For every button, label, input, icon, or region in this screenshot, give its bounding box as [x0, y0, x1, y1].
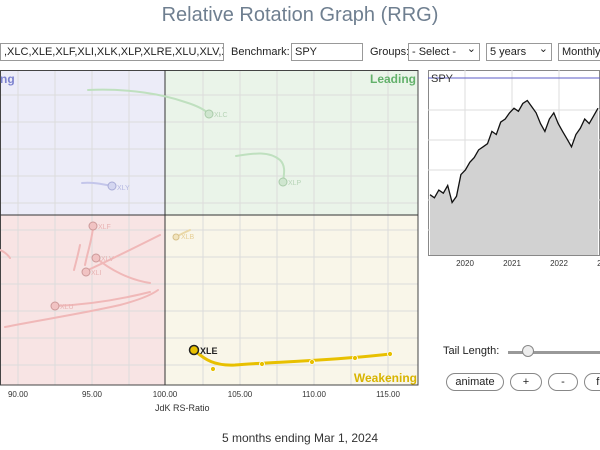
faded-tails: [0, 88, 288, 328]
spy-x-tick: 2023: [597, 259, 600, 268]
toolbar: ,XLC,XLE,XLF,XLI,XLK,XLP,XLRE,XLU,XLV,XL…: [0, 43, 600, 63]
weakening-label: Weakening: [354, 371, 417, 385]
label-xlc: XLC: [214, 112, 228, 119]
improving-label: ng: [0, 72, 15, 86]
x-tick: 100.00: [153, 390, 178, 399]
lagging-quadrant: [0, 215, 165, 385]
improving-quadrant: [0, 70, 165, 215]
tail-xlre: [0, 249, 11, 259]
tail-xle-points: [210, 351, 393, 372]
tail-xlu: [54, 291, 151, 307]
label-xlu: XLU: [60, 304, 74, 311]
leading-quadrant: [165, 70, 418, 215]
head-xli: [81, 267, 91, 277]
label-xlp: XLP: [288, 180, 302, 187]
rrg-chart: XLC XLY XLF XLP XLI XLV XLU XLB XLE Lead…: [0, 70, 419, 399]
head-xlf: [88, 221, 98, 231]
x-tick: 115.00: [376, 390, 400, 399]
head-xlv: [91, 253, 101, 263]
x-tick: 105.00: [228, 390, 253, 399]
animate-button[interactable]: animate: [446, 373, 504, 391]
spy-price-chart: SPY 2020 2021 2022 2023: [428, 70, 600, 268]
tail-xlp: [235, 152, 286, 183]
spy-x-tick: 2022: [550, 259, 568, 268]
plus-button[interactable]: +: [510, 373, 542, 391]
head-xlp: [278, 177, 288, 187]
symbols-input[interactable]: ,XLC,XLE,XLF,XLI,XLK,XLP,XLRE,XLU,XLV,XL: [0, 43, 224, 61]
tail-xlc: [87, 88, 210, 115]
head-xly: [107, 181, 117, 191]
tail-xlk: [4, 289, 159, 328]
spy-x-tick: 2021: [503, 259, 521, 268]
period-footer: 5 months ending Mar 1, 2024: [221, 431, 379, 445]
head-xlb: [172, 233, 180, 241]
x-axis-label: JdK RS-Ratio: [155, 403, 210, 413]
plot-border: [0, 70, 419, 386]
label-xli: XLI: [91, 270, 102, 277]
label-xly: XLY: [117, 185, 130, 192]
tail-length-label: Tail Length:: [443, 345, 500, 357]
spy-price-area: [430, 100, 598, 255]
x-tick: 95.00: [82, 390, 103, 399]
frequency-select[interactable]: Monthly: [558, 43, 600, 61]
head-xle[interactable]: [188, 344, 200, 356]
spy-price-line: [429, 99, 599, 205]
tail-xli: [73, 234, 161, 271]
period-select[interactable]: 5 years: [486, 43, 552, 61]
label-xle: XLE: [200, 346, 218, 356]
benchmark-input[interactable]: SPY: [291, 43, 363, 61]
leading-label: Leading: [370, 72, 416, 86]
tail-xle: [192, 348, 392, 367]
groups-select[interactable]: - Select -: [408, 43, 480, 61]
head-xlc: [204, 109, 214, 119]
label-xlb: XLB: [181, 234, 195, 241]
tail-length-handle[interactable]: [522, 345, 534, 357]
page-title: Relative Rotation Graph (RRG): [161, 4, 439, 26]
label-xlv: XLV: [101, 256, 114, 263]
benchmark-label: Benchmark:: [231, 46, 290, 58]
tail-length-slider[interactable]: [508, 351, 600, 354]
groups-label: Groups:: [370, 46, 410, 58]
x-tick-labels: 90.00 95.00 100.00 105.00 110.00 115.00: [8, 390, 401, 399]
spy-x-ticks: 2020 2021 2022 2023: [456, 259, 600, 268]
minus-button[interactable]: -: [548, 373, 578, 391]
grid-lines: [0, 70, 418, 385]
label-xlf: XLF: [98, 224, 111, 231]
faded-labels: XLC XLY XLF XLP XLI XLV XLU XLB: [60, 112, 302, 311]
spy-x-tick: 2020: [456, 259, 474, 268]
head-xlu: [50, 301, 60, 311]
x-tick: 110.00: [302, 390, 326, 399]
more-button[interactable]: fi: [584, 373, 600, 391]
spy-chart-title: SPY: [431, 73, 454, 85]
x-tick: 90.00: [8, 390, 29, 399]
